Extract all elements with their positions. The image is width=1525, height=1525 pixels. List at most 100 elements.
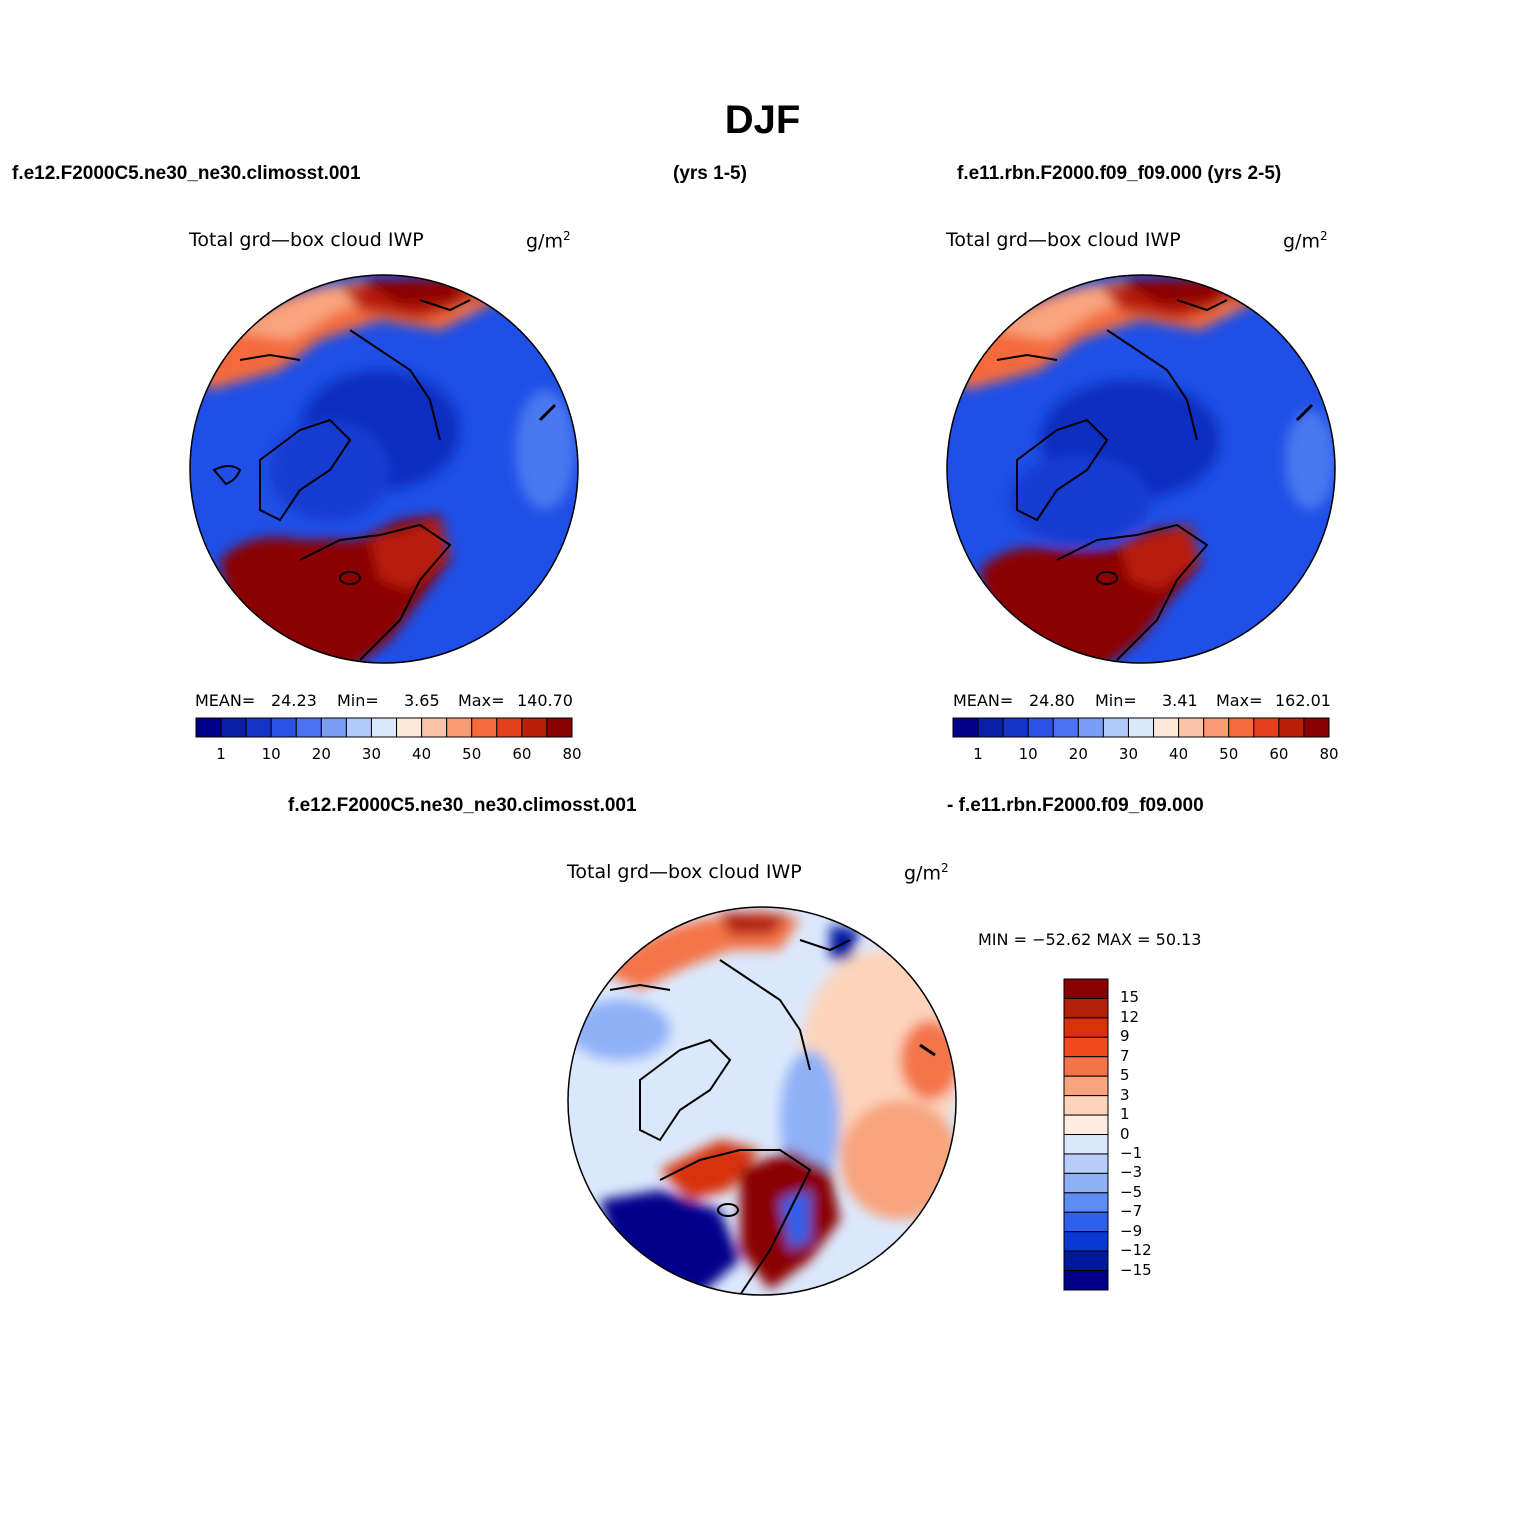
diff-colorbar-swatch [1063,1095,1109,1116]
diff-colorbar-tick-label: −1 [1120,1143,1143,1162]
left-colorbar-swatch [220,717,247,738]
diff-units: g/m2 [904,861,949,885]
left-mean-value: 24.23 [271,691,317,710]
left-colorbar-tick-label: 30 [361,745,381,763]
left-colorbar-swatch [270,717,297,738]
left-colorbar-swatch [295,717,322,738]
right-colorbar-swatch [1127,717,1155,738]
right-colorbar [952,717,1330,738]
left-colorbar-swatch [370,717,398,738]
diff-colorbar-swatch [1063,1172,1109,1194]
left-colorbar-swatch [245,717,272,738]
diff-variable-title: Total grd—box cloud IWP [567,861,802,883]
right-map [947,275,1335,663]
diff-colorbar-tick-label: 9 [1120,1027,1130,1046]
diff-colorbar-swatch [1063,1017,1109,1038]
right-min-value: 3.41 [1162,691,1198,710]
diff-colorbar-tick-label: −9 [1120,1221,1143,1240]
right-colorbar-swatch [1027,717,1054,738]
diff-colorbar-swatch [1063,978,1109,999]
right-colorbar-swatch [1052,717,1079,738]
left-colorbar-swatch [396,717,423,738]
left-min-label: Min= [337,691,379,710]
diff-colorbar-swatch [1063,1114,1109,1135]
diff-colorbar-swatch [1063,1075,1109,1097]
left-header: f.e12.F2000C5.ne30_ne30.climosst.001 [12,163,361,184]
diff-colorbar-swatch [1063,1134,1109,1155]
right-colorbar-swatch [1253,717,1280,738]
left-colorbar-tick-label: 20 [311,745,331,763]
right-colorbar-tick-label: 10 [1018,745,1038,763]
left-colorbar-tick-label: 40 [412,745,432,763]
diff-colorbar-tick-label: −5 [1120,1182,1143,1201]
diff-colorbar-tick-label: 7 [1120,1046,1130,1065]
diff-colorbar-swatch [1063,1211,1109,1233]
diff-colorbar-tick-label: 0 [1120,1124,1130,1143]
left-min-value: 3.65 [404,691,440,710]
left-colorbar-swatch [195,717,222,738]
left-colorbar-swatch [471,717,498,738]
right-colorbar-swatch [1278,717,1305,738]
diff-colorbar-tick-label: −15 [1120,1260,1152,1279]
left-colorbar-tick-label: 1 [216,745,226,763]
right-max-label: Max= [1216,691,1263,710]
left-max-label: Max= [458,691,505,710]
right-colorbar-tick-label: 40 [1169,745,1189,763]
left-colorbar-swatch [496,717,523,738]
right-colorbar-tick-label: 80 [1319,745,1339,763]
right-colorbar-swatch [1077,717,1104,738]
left-colorbar-tick-label: 10 [261,745,281,763]
diff-colorbar-tick-label: 12 [1120,1007,1140,1026]
diff-colorbar-swatch [1063,1056,1109,1077]
right-colorbar-swatch [977,717,1004,738]
right-header: f.e11.rbn.F2000.f09_f09.000 (yrs 2-5) [957,163,1282,184]
diff-colorbar-swatch [1063,1270,1109,1291]
left-variable-title: Total grd—box cloud IWP [189,229,424,251]
right-colorbar-tick-label: 20 [1068,745,1088,763]
right-colorbar-swatch [1303,717,1330,738]
right-units: g/m2 [1283,229,1328,253]
left-mean-label: MEAN= [195,691,256,710]
diff-colorbar-swatch [1063,997,1109,1019]
left-colorbar-tick-label: 60 [512,745,532,763]
diff-map [568,907,956,1295]
right-mean-value: 24.80 [1029,691,1075,710]
left-colorbar-swatch [521,717,548,738]
diff-colorbar-swatch [1063,1153,1109,1174]
right-colorbar-swatch [1228,717,1255,738]
left-colorbar-tick-label: 80 [562,745,582,763]
diff-header-a: f.e12.F2000C5.ne30_ne30.climosst.001 [288,795,637,816]
right-colorbar-tick-label: 60 [1269,745,1289,763]
right-mean-label: MEAN= [953,691,1014,710]
left-units: g/m2 [526,229,571,253]
left-map [190,275,578,663]
left-colorbar-tick-label: 50 [462,745,482,763]
diff-header-b: - f.e11.rbn.F2000.f09_f09.000 [947,795,1204,816]
diff-colorbar-tick-label: 15 [1120,988,1140,1007]
diff-colorbar-tick-label: −3 [1120,1163,1143,1182]
diff-colorbar-tick-label: 5 [1120,1066,1130,1085]
right-min-label: Min= [1095,691,1137,710]
right-variable-title: Total grd—box cloud IWP [946,229,1181,251]
right-colorbar-swatch [1153,717,1180,738]
left-colorbar-swatch [446,717,473,738]
right-max-value: 162.01 [1275,691,1331,710]
diff-colorbar [1063,978,1109,1291]
diff-colorbar-tick-label: 1 [1120,1105,1130,1124]
diff-colorbar-swatch [1063,1231,1109,1252]
right-colorbar-swatch [952,717,979,738]
figure-title: DJF [724,98,801,142]
left-header-years: (yrs 1-5) [673,163,747,184]
right-colorbar-swatch [1102,717,1129,738]
right-colorbar-tick-label: 50 [1219,745,1239,763]
diff-colorbar-swatch [1063,1250,1109,1272]
right-colorbar-tick-label: 1 [973,745,983,763]
diff-colorbar-swatch [1063,1036,1109,1058]
right-colorbar-swatch [1203,717,1230,738]
left-colorbar-swatch [345,717,372,738]
left-max-value: 140.70 [517,691,573,710]
left-colorbar [195,717,573,738]
right-colorbar-swatch [1002,717,1029,738]
left-colorbar-swatch [320,717,347,738]
diff-colorbar-tick-label: −12 [1120,1241,1152,1260]
